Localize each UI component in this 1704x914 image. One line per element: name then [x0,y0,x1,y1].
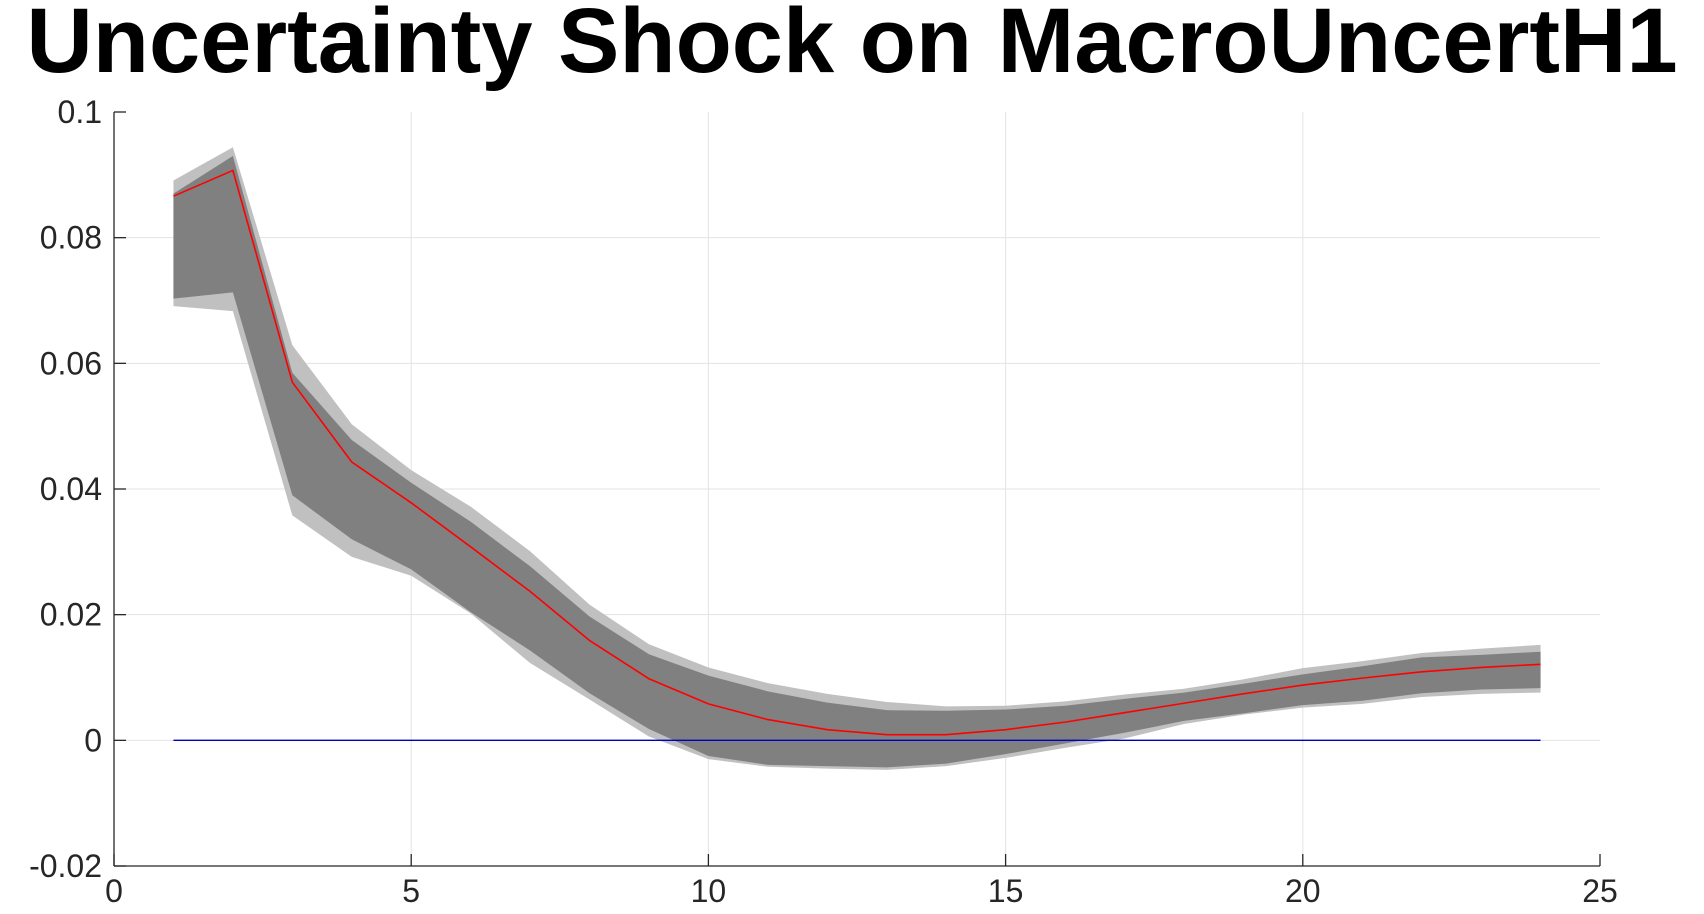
median-response-line [173,169,1541,736]
x-tick-label: 10 [691,873,727,909]
y-tick-label: 0.04 [40,471,102,507]
inner-confidence-band [173,155,1541,768]
series-lines [173,169,1541,741]
axes [113,111,1601,867]
y-tick-label: 0.08 [40,220,102,256]
x-tick-label: 5 [402,873,420,909]
chart-title: Uncertainty Shock on MacroUncertH1 [26,0,1677,92]
y-tick-label: 0.02 [40,597,102,633]
y-tick-label: 0.06 [40,345,102,381]
x-tick-label: 15 [988,873,1024,909]
y-tick-label: 0 [84,722,102,758]
y-tick-label: -0.02 [29,848,102,884]
x-tick-label: 0 [105,873,123,909]
x-tick-label: 20 [1285,873,1321,909]
confidence-bands [173,147,1541,770]
x-tick-label: 25 [1582,873,1618,909]
y-tick-label: 0.1 [58,94,102,130]
